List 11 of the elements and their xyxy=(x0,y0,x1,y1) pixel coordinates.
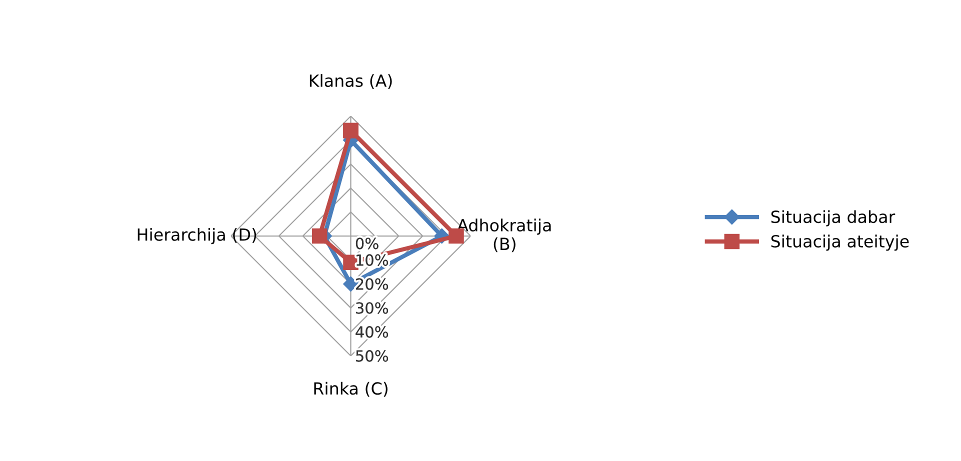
y-tick-label: 30% xyxy=(356,302,388,314)
spoke-label: Klanas (A) xyxy=(310,74,392,89)
legend-label: Situacija dabar xyxy=(771,210,896,226)
y-tick-label: 50% xyxy=(356,350,388,362)
spoke-label: Adhokratija (B) xyxy=(457,218,551,252)
legend-label: Situacija ateityje xyxy=(771,234,909,251)
spoke-label: Hierarchija (D) xyxy=(138,228,256,244)
y-tick-label: 40% xyxy=(356,326,388,338)
spoke-label: Rinka (C) xyxy=(314,382,388,397)
y-tick-label: 20% xyxy=(356,278,388,290)
y-tick-label: 0% xyxy=(356,238,378,250)
